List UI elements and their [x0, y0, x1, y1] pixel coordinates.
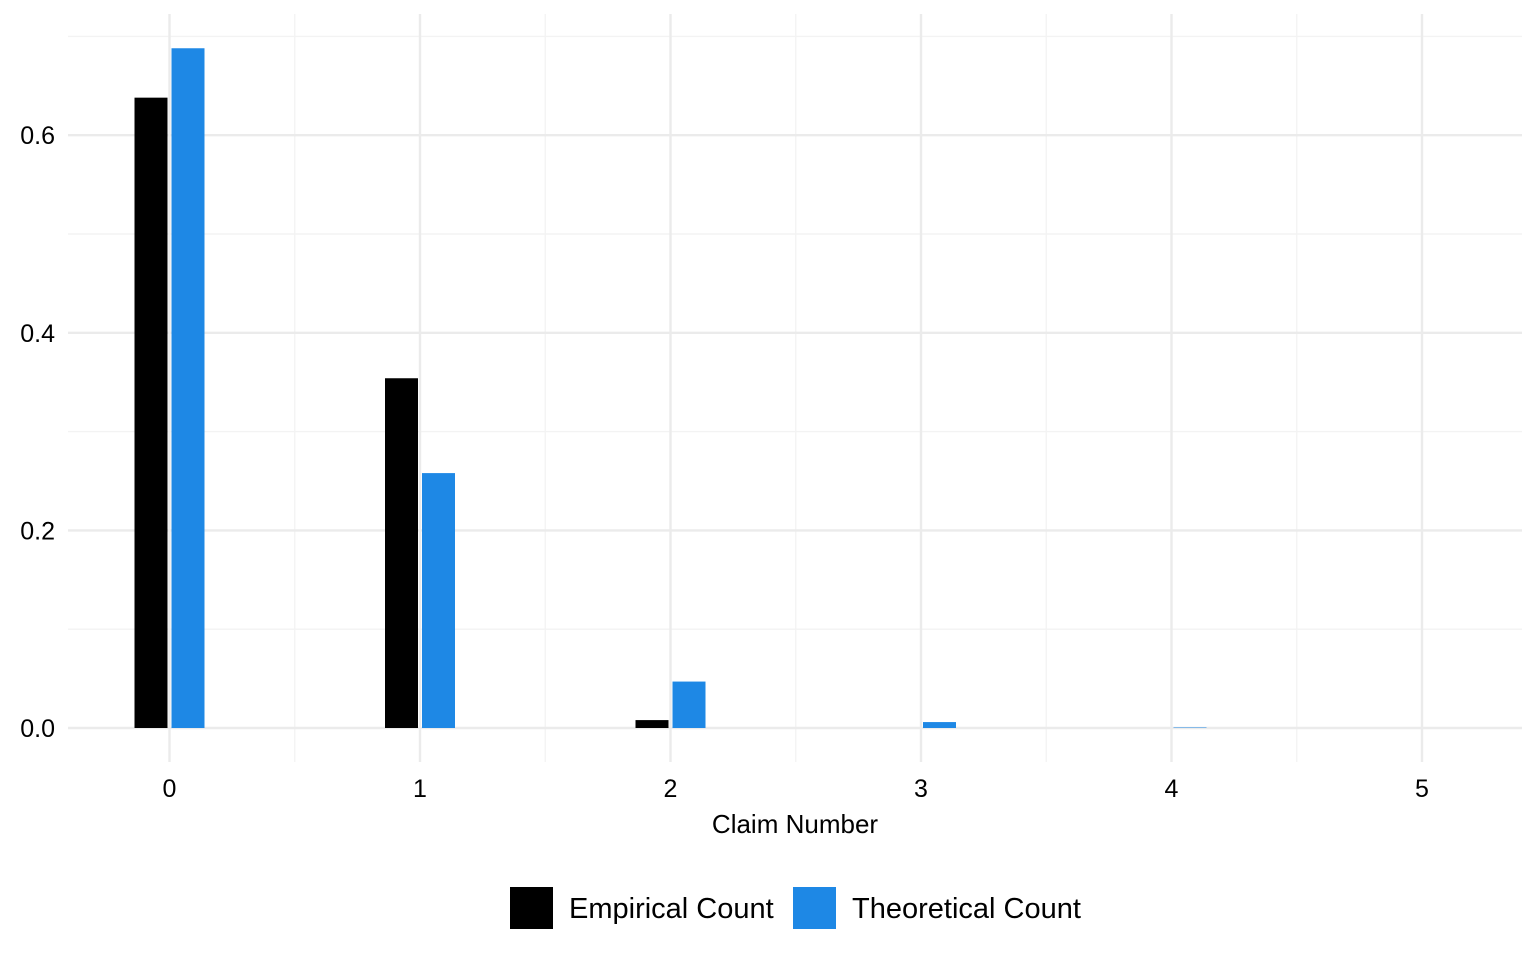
y-tick-label: 0.2 — [20, 517, 55, 545]
legend-label-empirical: Empirical Count — [569, 893, 774, 925]
bar-theoretical-0 — [172, 48, 205, 728]
bar-empirical-2 — [636, 720, 669, 728]
x-axis-title: Claim Number — [712, 809, 878, 839]
legend: Empirical Count Theoretical Count — [510, 887, 1081, 929]
grid — [68, 14, 1522, 762]
x-tick-label: 4 — [1165, 775, 1179, 803]
y-axis-ticks: 0.0 0.2 0.4 0.6 — [20, 122, 55, 743]
x-tick-label: 1 — [413, 775, 427, 803]
x-tick-label: 3 — [914, 775, 928, 803]
y-tick-label: 0.6 — [20, 122, 55, 150]
bar-empirical-1 — [385, 378, 418, 728]
bar-theoretical-3 — [923, 722, 956, 728]
bar-theoretical-1 — [422, 473, 455, 728]
legend-key-empirical — [510, 887, 553, 929]
x-tick-label: 0 — [163, 775, 177, 803]
x-tick-label: 2 — [664, 775, 678, 803]
bar-empirical-0 — [135, 98, 168, 728]
x-axis-ticks: 0 1 2 3 4 5 — [163, 775, 1429, 803]
y-tick-label: 0.4 — [20, 320, 55, 348]
legend-label-theoretical: Theoretical Count — [852, 893, 1081, 925]
legend-key-theoretical — [793, 887, 836, 929]
y-tick-label: 0.0 — [20, 715, 55, 743]
x-tick-label: 5 — [1415, 775, 1429, 803]
bar-theoretical-2 — [673, 682, 706, 728]
